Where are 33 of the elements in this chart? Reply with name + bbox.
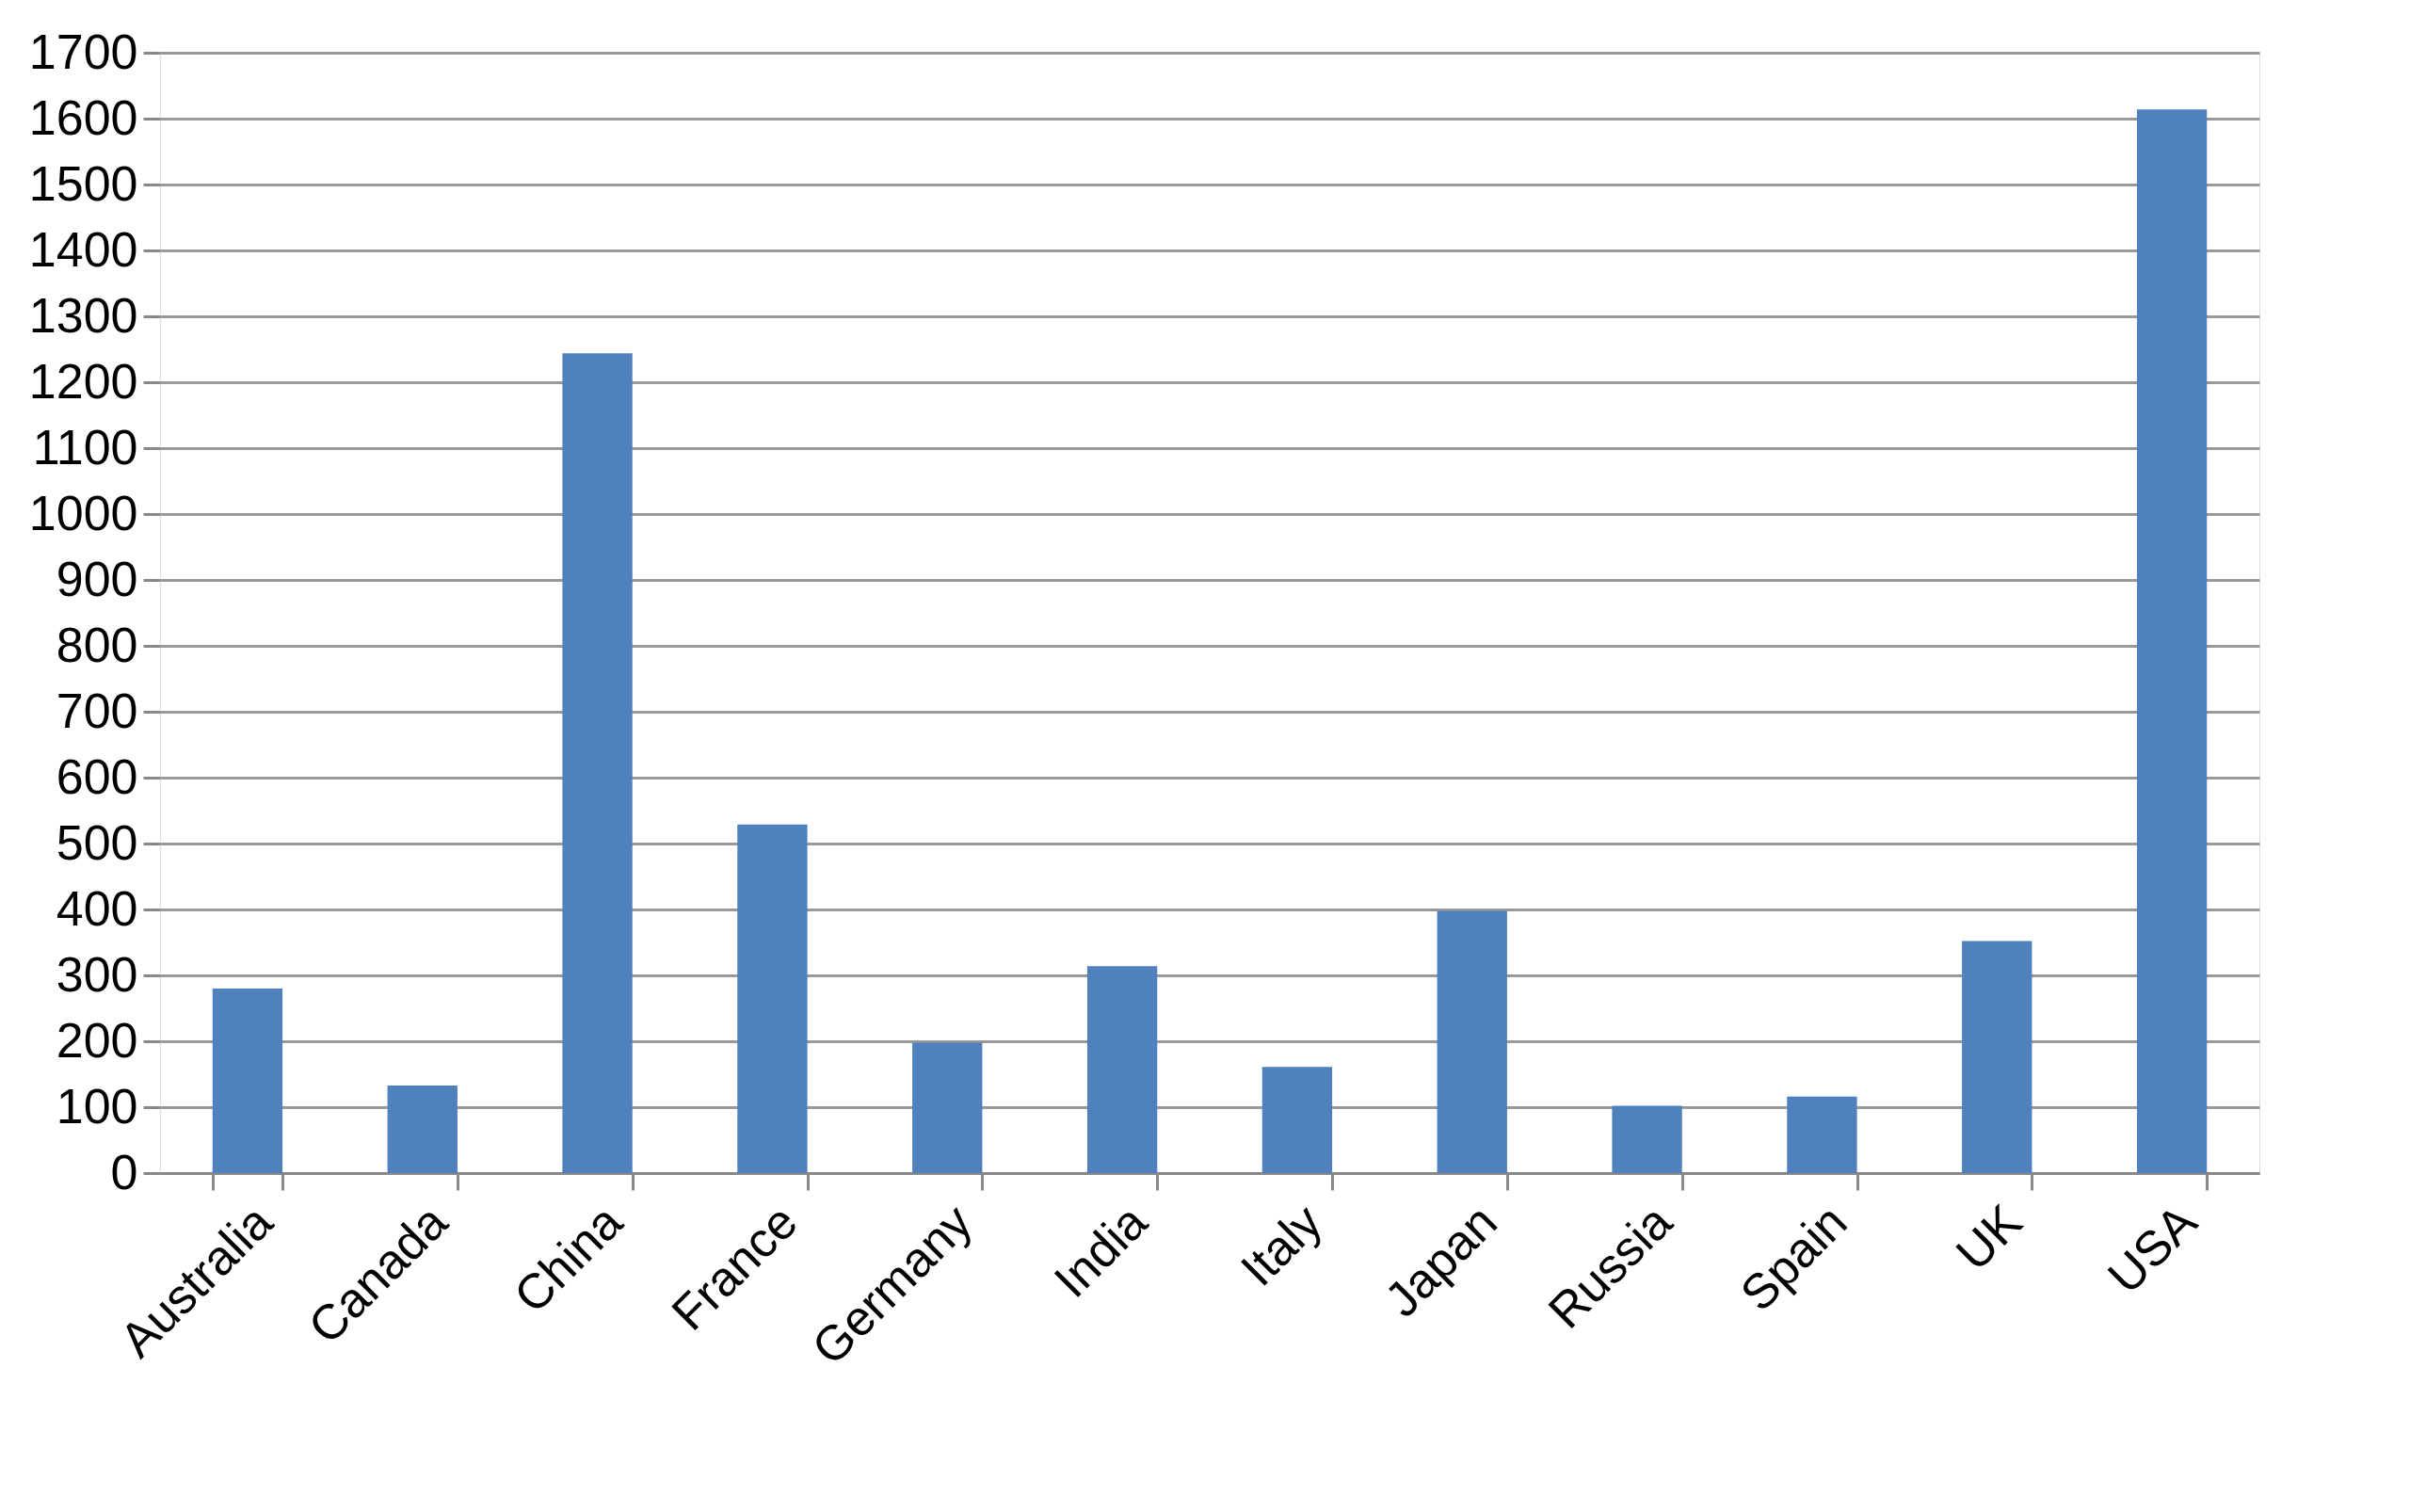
bar	[1086, 966, 1158, 1173]
bar	[1261, 1067, 1333, 1173]
bar	[1962, 941, 2032, 1173]
bar	[1787, 1096, 1857, 1173]
y-tick-label: 1000	[28, 485, 138, 540]
y-tick-label: 1700	[28, 24, 138, 79]
y-tick-label: 0	[110, 1144, 138, 1199]
y-tick-label: 1500	[28, 155, 138, 211]
bar	[562, 353, 633, 1173]
y-tick-label: 200	[56, 1012, 138, 1068]
y-tick-label: 800	[56, 617, 138, 672]
bar	[1437, 910, 1507, 1173]
x-tick-label: UK	[1945, 1194, 2032, 1281]
bar	[387, 1085, 458, 1173]
bar	[912, 1042, 983, 1173]
y-tick-label: 100	[56, 1078, 138, 1134]
y-tick-label: 600	[56, 748, 138, 804]
y-tick-label: 500	[56, 814, 138, 870]
x-tick-label: USA	[2097, 1194, 2208, 1304]
bar	[212, 989, 283, 1173]
y-tick-label: 1100	[32, 419, 138, 475]
y-tick-label: 1400	[28, 221, 138, 277]
bar	[737, 824, 808, 1173]
y-tick-label: 1300	[28, 287, 138, 343]
bar	[1612, 1105, 1682, 1173]
y-tick-label: 900	[56, 551, 138, 606]
y-tick-label: 1200	[28, 353, 138, 409]
y-tick-label: 400	[56, 880, 138, 936]
x-tick-label: Italy	[1229, 1194, 1333, 1296]
y-tick-label: 1600	[28, 89, 138, 145]
bar	[2136, 109, 2208, 1173]
y-tick-label: 700	[56, 683, 138, 738]
y-tick-label: 300	[56, 946, 138, 1002]
